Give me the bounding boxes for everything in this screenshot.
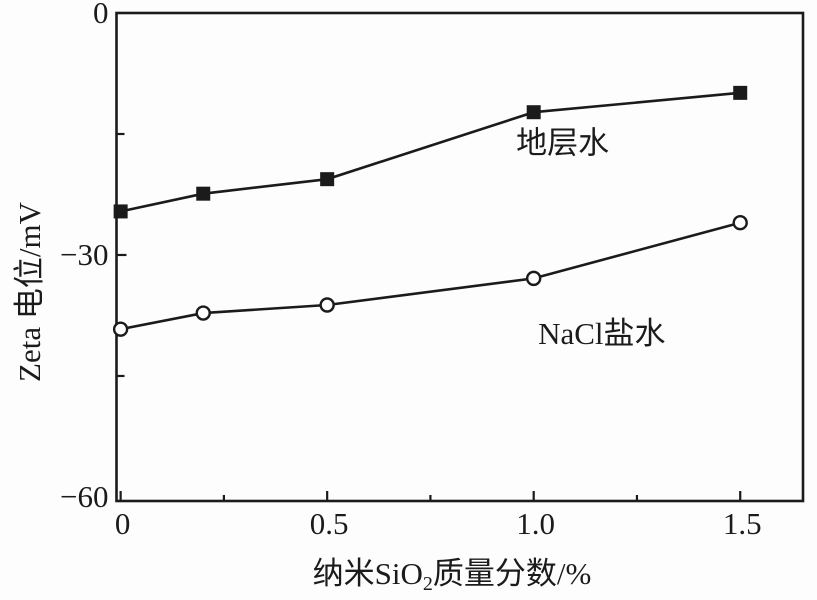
series-label-formation-water: 地层水 [516, 126, 609, 161]
marker-open-circle-nacl-brine [195, 305, 211, 321]
marker-filled-square-formation-water [196, 186, 211, 201]
y-tick-label: −30 [60, 237, 108, 272]
y-tick-label: 0 [93, 0, 109, 30]
x-axis-title-text: 质量分数/% [433, 556, 591, 591]
x-tick-label: 1.5 [723, 506, 762, 541]
marker-filled-square-formation-water [320, 172, 335, 187]
x-tick-label: 1.0 [516, 506, 555, 541]
y-tick-label: −60 [60, 479, 108, 514]
marker-filled-square-formation-water [113, 204, 128, 219]
marker-open-circle-nacl-brine [112, 321, 129, 337]
x-tick-label: 0 [115, 506, 131, 541]
marker-filled-square-formation-water [526, 105, 541, 120]
x-tick-label: 0.5 [310, 506, 349, 541]
y-axis-title: Zeta 电位/mV [12, 201, 47, 382]
marker-open-circle-nacl-brine [525, 270, 542, 287]
x-axis-title-text: 纳米SiO [313, 556, 423, 591]
marker-open-circle-nacl-brine [732, 215, 748, 231]
marker-filled-square-formation-water [733, 85, 748, 100]
marker-open-circle-nacl-brine [319, 297, 335, 313]
series-label-nacl-brine: NaCl盐水 [538, 316, 665, 351]
plot-frame [115, 11, 805, 503]
x-axis-title-subscript: 2 [423, 573, 433, 595]
x-axis-title: 纳米SiO2质量分数/% [313, 556, 592, 595]
